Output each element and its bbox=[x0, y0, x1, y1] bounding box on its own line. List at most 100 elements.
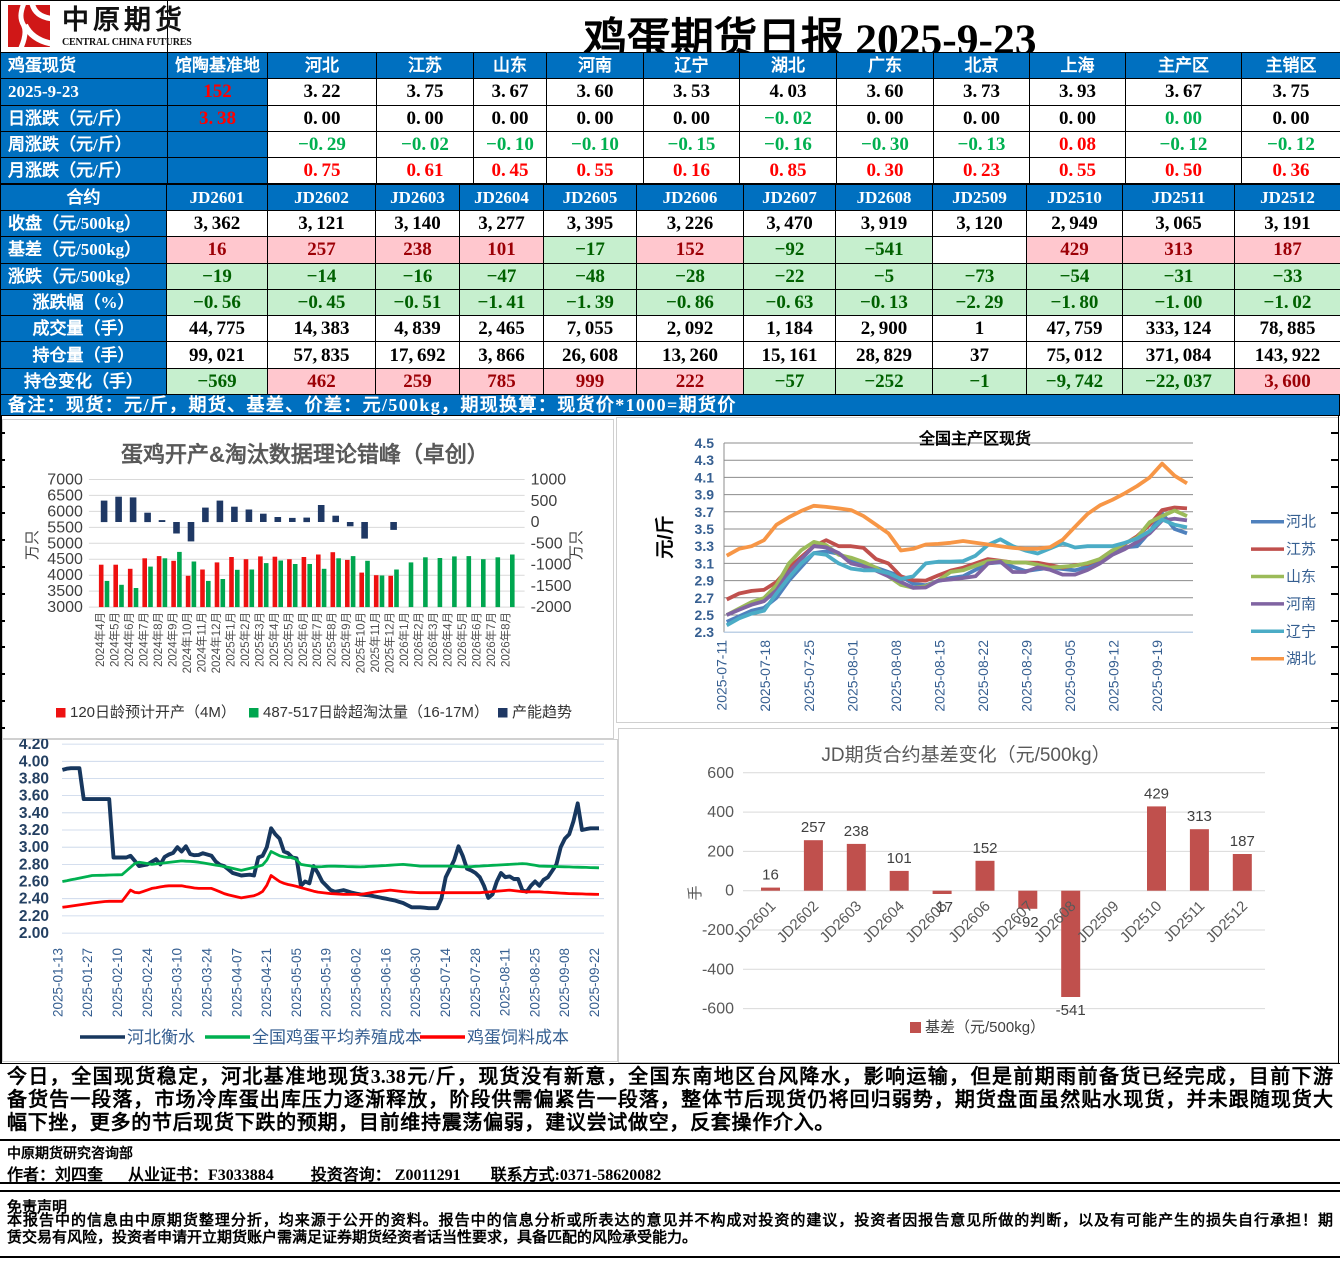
svg-text:鸡蛋饲料成本: 鸡蛋饲料成本 bbox=[467, 1028, 569, 1047]
svg-text:4500: 4500 bbox=[47, 551, 83, 568]
svg-text:2.00: 2.00 bbox=[19, 925, 49, 942]
svg-text:7000: 7000 bbox=[47, 472, 83, 489]
svg-text:3500: 3500 bbox=[47, 583, 83, 600]
svg-text:4000: 4000 bbox=[47, 567, 83, 584]
svg-text:2025-08-08: 2025-08-08 bbox=[888, 640, 904, 712]
svg-text:0: 0 bbox=[725, 883, 734, 900]
svg-text:187: 187 bbox=[1230, 833, 1255, 850]
svg-text:2026年7月: 2026年7月 bbox=[484, 612, 498, 667]
svg-text:3.00: 3.00 bbox=[19, 839, 49, 856]
svg-text:2024年12月: 2024年12月 bbox=[209, 612, 223, 673]
svg-text:2025-05-05: 2025-05-05 bbox=[289, 948, 304, 1017]
svg-text:JD期货合约基差变化（元/500kg）: JD期货合约基差变化（元/500kg） bbox=[821, 744, 1110, 766]
svg-text:2025-02-10: 2025-02-10 bbox=[110, 948, 125, 1017]
svg-text:2024年8月: 2024年8月 bbox=[151, 612, 165, 667]
svg-text:2025-05-19: 2025-05-19 bbox=[319, 948, 334, 1017]
svg-text:200: 200 bbox=[707, 843, 734, 860]
svg-text:5000: 5000 bbox=[47, 535, 83, 552]
svg-text:2025-07-25: 2025-07-25 bbox=[801, 640, 817, 712]
svg-text:河北衡水: 河北衡水 bbox=[127, 1028, 195, 1047]
svg-text:2025年9月: 2025年9月 bbox=[339, 612, 353, 667]
svg-text:2025年10月: 2025年10月 bbox=[354, 612, 368, 673]
svg-text:-1000: -1000 bbox=[531, 557, 572, 574]
svg-text:2026年2月: 2026年2月 bbox=[412, 612, 426, 667]
svg-text:万只: 万只 bbox=[24, 530, 41, 560]
svg-text:16: 16 bbox=[762, 867, 779, 884]
svg-text:2026年4月: 2026年4月 bbox=[441, 612, 455, 667]
svg-text:2025-09-22: 2025-09-22 bbox=[587, 948, 602, 1017]
svg-text:2025年11月: 2025年11月 bbox=[368, 612, 382, 673]
svg-text:3000: 3000 bbox=[47, 599, 83, 616]
svg-text:2025-03-10: 2025-03-10 bbox=[170, 948, 185, 1017]
svg-text:429: 429 bbox=[1144, 785, 1169, 802]
svg-text:2025-07-14: 2025-07-14 bbox=[438, 948, 453, 1018]
svg-text:全国鸡蛋平均养殖成本: 全国鸡蛋平均养殖成本 bbox=[252, 1028, 422, 1047]
svg-text:2025-09-05: 2025-09-05 bbox=[1062, 640, 1078, 712]
svg-text:2.20: 2.20 bbox=[19, 908, 49, 925]
svg-text:手: 手 bbox=[687, 885, 704, 900]
svg-text:2025年6月: 2025年6月 bbox=[296, 612, 310, 667]
svg-text:湖北: 湖北 bbox=[1286, 651, 1316, 668]
svg-text:2.60: 2.60 bbox=[19, 874, 49, 891]
svg-text:2025-06-02: 2025-06-02 bbox=[349, 948, 364, 1017]
svg-text:313: 313 bbox=[1187, 808, 1212, 825]
svg-text:4.20: 4.20 bbox=[19, 739, 49, 753]
svg-text:500: 500 bbox=[531, 493, 558, 510]
svg-text:4.1: 4.1 bbox=[695, 469, 715, 485]
svg-text:3.40: 3.40 bbox=[19, 805, 49, 822]
svg-text:2026年8月: 2026年8月 bbox=[498, 612, 512, 667]
svg-text:3.1: 3.1 bbox=[695, 555, 715, 571]
svg-text:3.3: 3.3 bbox=[695, 538, 715, 554]
svg-text:400: 400 bbox=[707, 804, 734, 821]
svg-text:2025-07-18: 2025-07-18 bbox=[757, 640, 773, 712]
svg-text:120日龄预计开产（4M）: 120日龄预计开产（4M） bbox=[70, 704, 236, 721]
svg-text:-1500: -1500 bbox=[531, 578, 572, 595]
svg-text:4.5: 4.5 bbox=[695, 435, 715, 451]
svg-text:2025-04-21: 2025-04-21 bbox=[259, 948, 274, 1017]
svg-text:河南: 河南 bbox=[1286, 596, 1316, 613]
svg-text:2024年11月: 2024年11月 bbox=[194, 612, 208, 673]
svg-text:2025-06-16: 2025-06-16 bbox=[378, 948, 393, 1017]
svg-text:3.60: 3.60 bbox=[19, 788, 49, 805]
svg-text:2025年4月: 2025年4月 bbox=[267, 612, 281, 667]
svg-text:元/斤: 元/斤 bbox=[654, 515, 676, 558]
svg-text:2025-09-19: 2025-09-19 bbox=[1149, 640, 1165, 712]
svg-text:-17: -17 bbox=[931, 899, 953, 916]
svg-text:3.80: 3.80 bbox=[19, 771, 49, 788]
svg-text:2.40: 2.40 bbox=[19, 891, 49, 908]
svg-text:2.9: 2.9 bbox=[695, 573, 715, 589]
svg-text:2024年10月: 2024年10月 bbox=[180, 612, 194, 673]
svg-text:万只: 万只 bbox=[568, 530, 585, 560]
svg-text:2024年7月: 2024年7月 bbox=[137, 612, 151, 667]
svg-text:5500: 5500 bbox=[47, 519, 83, 536]
svg-text:2025-04-07: 2025-04-07 bbox=[229, 948, 244, 1017]
svg-text:2.3: 2.3 bbox=[695, 624, 715, 640]
svg-text:2026年5月: 2026年5月 bbox=[455, 612, 469, 667]
svg-text:2025-08-15: 2025-08-15 bbox=[931, 640, 947, 712]
svg-text:0: 0 bbox=[531, 514, 540, 531]
svg-text:2025-09-08: 2025-09-08 bbox=[557, 948, 572, 1017]
svg-text:2025-09-12: 2025-09-12 bbox=[1106, 640, 1122, 712]
svg-text:2025-08-29: 2025-08-29 bbox=[1019, 640, 1035, 712]
svg-text:山东: 山东 bbox=[1286, 569, 1316, 586]
svg-text:3.7: 3.7 bbox=[695, 504, 715, 520]
svg-text:2025-07-11: 2025-07-11 bbox=[714, 640, 730, 711]
svg-text:2025-03-24: 2025-03-24 bbox=[200, 948, 215, 1018]
svg-text:2.7: 2.7 bbox=[695, 590, 715, 606]
svg-text:-200: -200 bbox=[702, 922, 734, 939]
svg-text:基差（元/500kg）: 基差（元/500kg） bbox=[925, 1019, 1045, 1036]
svg-text:3.5: 3.5 bbox=[695, 521, 715, 537]
svg-text:3.9: 3.9 bbox=[695, 487, 715, 503]
svg-text:2025-08-01: 2025-08-01 bbox=[844, 640, 860, 712]
svg-text:-92: -92 bbox=[1017, 914, 1039, 931]
svg-text:2025年7月: 2025年7月 bbox=[310, 612, 324, 667]
svg-text:238: 238 bbox=[844, 823, 869, 840]
svg-text:2025-08-11: 2025-08-11 bbox=[498, 948, 513, 1016]
svg-text:2026年3月: 2026年3月 bbox=[426, 612, 440, 667]
svg-text:江苏: 江苏 bbox=[1286, 541, 1316, 558]
svg-text:2026年1月: 2026年1月 bbox=[397, 612, 411, 667]
svg-text:河北: 河北 bbox=[1286, 514, 1316, 531]
svg-text:6500: 6500 bbox=[47, 487, 83, 504]
svg-text:101: 101 bbox=[887, 850, 912, 867]
svg-text:产能趋势: 产能趋势 bbox=[512, 704, 572, 721]
